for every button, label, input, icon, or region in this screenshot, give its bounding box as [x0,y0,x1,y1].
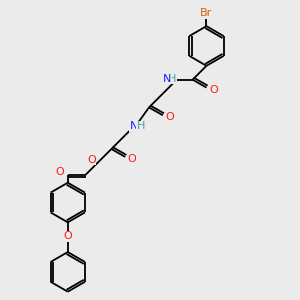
Text: O: O [56,167,64,177]
Text: H: H [168,74,176,84]
Text: O: O [209,85,218,94]
Text: H: H [137,121,145,131]
Text: N: N [163,74,171,84]
Text: O: O [87,155,96,165]
Text: O: O [165,112,174,122]
Text: Br: Br [200,8,213,18]
Text: N: N [130,121,138,131]
Text: O: O [128,154,136,164]
Text: O: O [63,231,72,241]
